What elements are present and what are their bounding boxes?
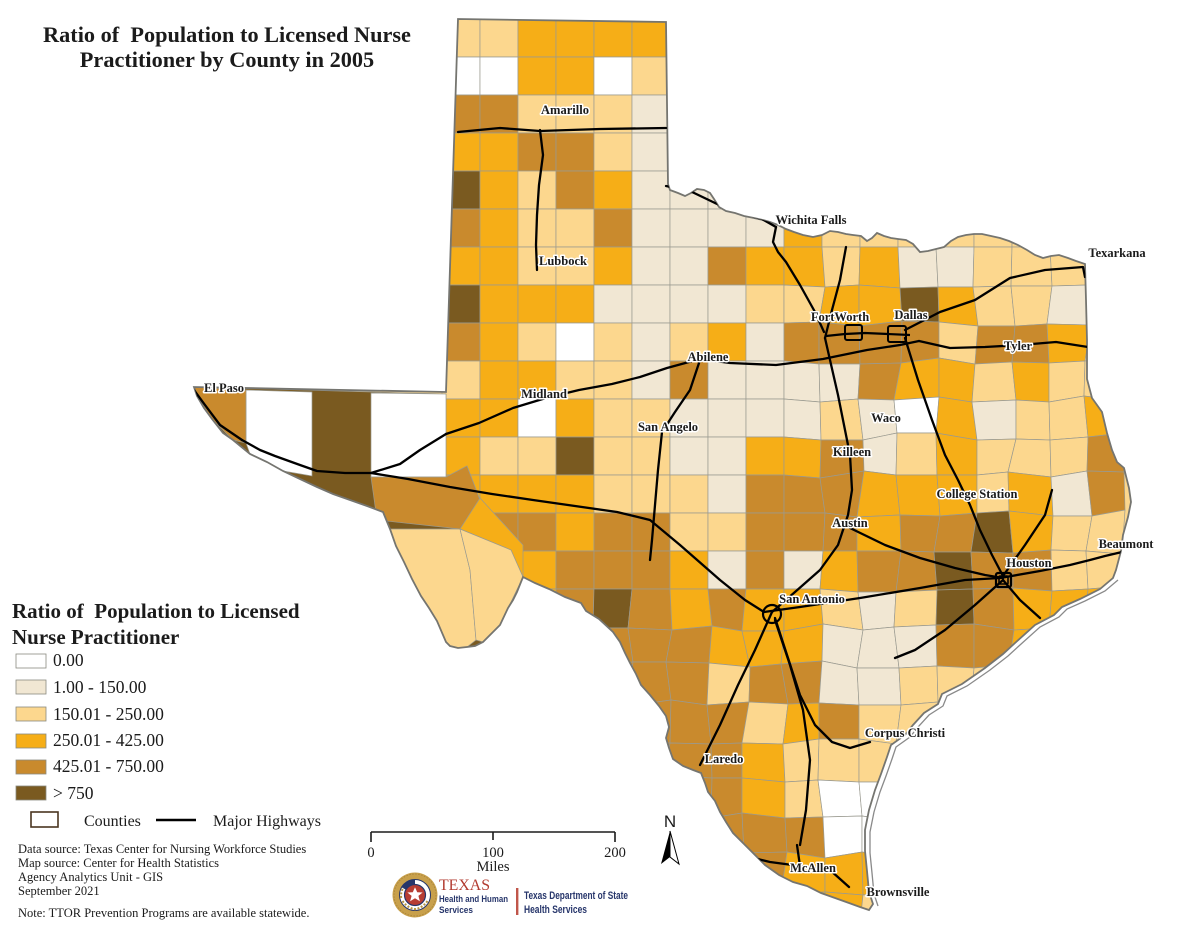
svg-text:College Station: College Station <box>937 487 1018 501</box>
svg-text:Texas Department of State: Texas Department of State <box>524 890 628 902</box>
svg-text:Lubbock: Lubbock <box>539 254 587 268</box>
svg-text:0: 0 <box>367 845 374 861</box>
svg-text:> 750: > 750 <box>53 783 94 803</box>
svg-text:N: N <box>664 812 676 831</box>
svg-text:Midland: Midland <box>521 387 567 401</box>
svg-text:0.00: 0.00 <box>53 650 84 670</box>
svg-text:Ratio of Population to Licens: Ratio of Population to Licensed Nurse <box>43 22 411 47</box>
svg-text:Agency Analytics Unit - GIS: Agency Analytics Unit - GIS <box>18 870 163 884</box>
svg-text:150.01 - 250.00: 150.01 - 250.00 <box>53 704 164 724</box>
svg-text:Miles: Miles <box>476 859 509 875</box>
svg-text:Major Highways: Major Highways <box>213 813 321 830</box>
svg-text:Nurse Practitioner: Nurse Practitioner <box>12 625 179 649</box>
svg-text:San Antonio: San Antonio <box>779 592 845 606</box>
svg-text:200: 200 <box>604 845 626 861</box>
svg-text:250.01 - 425.00: 250.01 - 425.00 <box>53 730 164 750</box>
svg-text:TEXAS: TEXAS <box>439 877 490 894</box>
svg-text:Services: Services <box>439 905 473 915</box>
svg-text:Ratio of Population to Licens: Ratio of Population to Licensed <box>12 599 300 623</box>
svg-text:Texarkana: Texarkana <box>1088 246 1146 260</box>
svg-text:Health Services: Health Services <box>524 904 587 916</box>
svg-text:Health and Human: Health and Human <box>439 894 508 904</box>
svg-text:Killeen: Killeen <box>833 445 871 459</box>
svg-text:Dallas: Dallas <box>894 308 927 322</box>
svg-text:Waco: Waco <box>871 411 901 425</box>
svg-text:Wichita Falls: Wichita Falls <box>776 213 847 227</box>
svg-text:Brownsville: Brownsville <box>867 885 930 899</box>
svg-text:Note: TTOR Prevention Programs: Note: TTOR Prevention Programs are avail… <box>18 906 309 920</box>
svg-text:Data source: Texas Center for: Data source: Texas Center for Nursing Wo… <box>18 842 306 856</box>
svg-text:September 2021: September 2021 <box>18 884 100 898</box>
svg-text:Map source: Center for Health: Map source: Center for Health Statistics <box>18 856 219 870</box>
svg-text:100: 100 <box>482 845 504 861</box>
svg-text:Practitioner by County in 2005: Practitioner by County in 2005 <box>80 47 374 72</box>
svg-text:Tyler: Tyler <box>1004 339 1033 353</box>
svg-text:FortWorth: FortWorth <box>811 310 869 324</box>
svg-text:El Paso: El Paso <box>204 381 244 395</box>
svg-text:Abilene: Abilene <box>688 350 729 364</box>
svg-text:Amarillo: Amarillo <box>541 103 589 117</box>
svg-text:425.01 - 750.00: 425.01 - 750.00 <box>53 756 164 776</box>
svg-text:Counties: Counties <box>84 813 141 830</box>
svg-text:McAllen: McAllen <box>790 861 836 875</box>
svg-text:Houston: Houston <box>1006 556 1051 570</box>
svg-text:Corpus Christi: Corpus Christi <box>865 726 946 740</box>
svg-text:Laredo: Laredo <box>705 752 744 766</box>
svg-text:Austin: Austin <box>832 516 867 530</box>
svg-text:1.00 - 150.00: 1.00 - 150.00 <box>53 677 147 697</box>
svg-text:Beaumont: Beaumont <box>1099 537 1155 551</box>
svg-text:San Angelo: San Angelo <box>638 420 698 434</box>
